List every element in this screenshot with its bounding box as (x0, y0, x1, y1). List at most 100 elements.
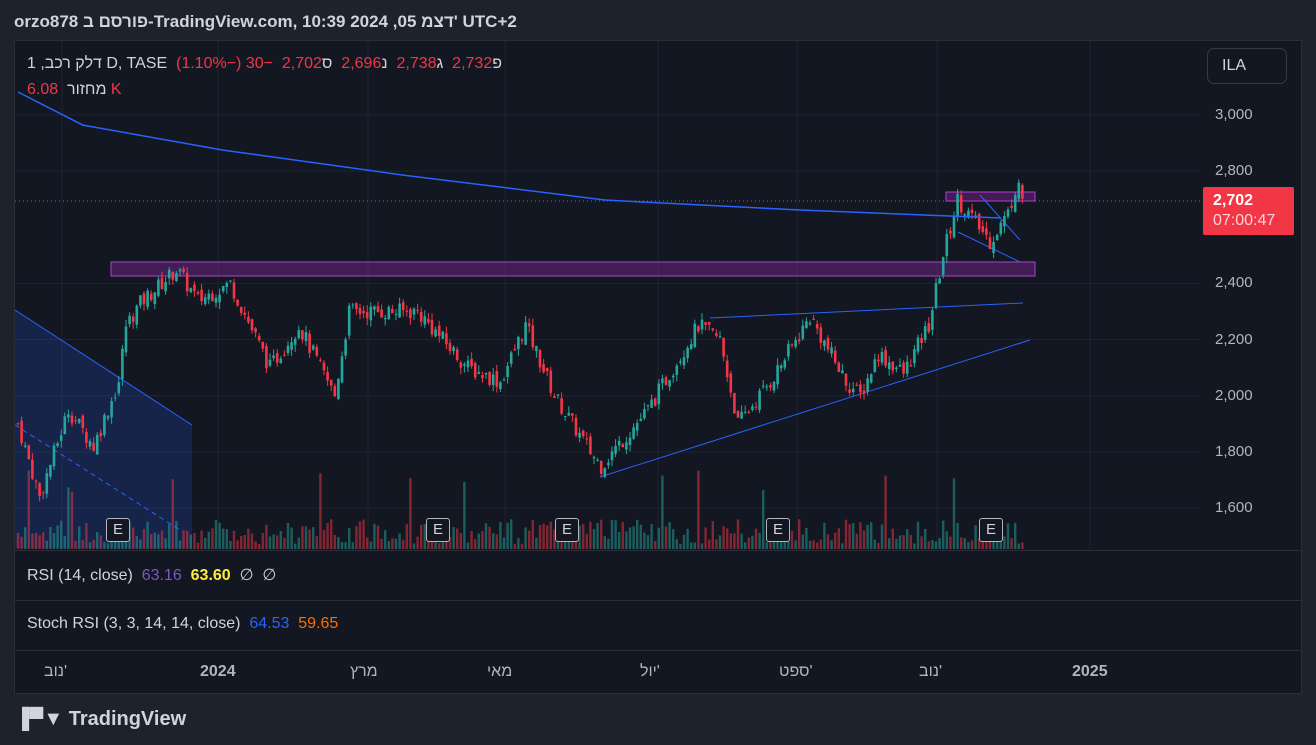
stoch-k-value: 64.53 (249, 615, 290, 632)
stoch-d-value: 59.65 (298, 615, 339, 632)
candle (380, 309, 383, 318)
currency-button[interactable]: ILA (1207, 48, 1287, 84)
candle (833, 350, 837, 363)
candle (949, 230, 952, 234)
candle (909, 365, 913, 367)
volume-bar (844, 519, 848, 549)
earnings-marker[interactable]: E (979, 518, 1003, 542)
volume-bar (607, 538, 610, 549)
volume-value: 6.08 K (27, 81, 122, 98)
volume-bar (387, 541, 390, 549)
candle (135, 305, 139, 325)
volume-bar (351, 542, 354, 549)
x-tick-label: 2024 (200, 663, 236, 680)
volume-bar (564, 537, 567, 549)
earnings-marker[interactable]: E (426, 518, 450, 542)
candle (394, 313, 398, 315)
moving-average-line (17, 91, 1001, 219)
volume-bar (740, 533, 743, 549)
candle (895, 367, 898, 370)
candle (178, 269, 182, 272)
candle (153, 292, 157, 304)
volume-bar (56, 525, 59, 549)
candle (747, 411, 751, 413)
volume-bar (531, 520, 534, 549)
volume-bar (308, 529, 311, 549)
volume-bar (657, 527, 660, 549)
symbol-name: 1 ,דלק רכב D, TASE (27, 55, 168, 72)
candle (1010, 205, 1013, 208)
volume-bar (362, 519, 365, 549)
volume-bar (801, 534, 804, 549)
candle (214, 297, 218, 303)
candle (963, 214, 967, 216)
candle (16, 423, 20, 425)
volume-bar (589, 521, 592, 549)
y-tick-label: 1,600 (1215, 498, 1253, 516)
candle (815, 323, 819, 329)
volume-bar (805, 527, 808, 549)
candle (470, 358, 473, 367)
candle (722, 337, 725, 357)
volume-bar (693, 542, 696, 549)
volume-bar (423, 524, 426, 549)
candle (776, 365, 779, 385)
earnings-marker[interactable]: E (766, 518, 790, 542)
candle (88, 441, 92, 447)
candle (103, 414, 106, 435)
x-tick-label: מאי (487, 663, 513, 680)
earnings-marker[interactable]: E (555, 518, 579, 542)
volume-bar (837, 528, 840, 549)
volume-bar (78, 526, 81, 549)
volume-bar (542, 523, 545, 549)
candle (283, 354, 286, 356)
candle (56, 443, 59, 447)
volume-bar (722, 526, 725, 549)
volume-bar (63, 535, 66, 549)
candle (196, 292, 200, 294)
candle (772, 381, 776, 391)
volume-bar (211, 528, 214, 549)
candle (517, 337, 520, 350)
bar-countdown: 07:00:47 (1213, 212, 1276, 229)
candle (934, 283, 938, 308)
candle (859, 384, 862, 393)
volume-bar (279, 531, 282, 549)
candle (765, 386, 769, 388)
candle (553, 396, 556, 398)
candle (491, 374, 495, 386)
volume-bar (484, 523, 488, 549)
candle (578, 432, 581, 438)
candle (574, 417, 578, 436)
candle (506, 365, 509, 378)
earnings-marker[interactable]: E (106, 518, 130, 542)
candle (311, 345, 315, 350)
candle (700, 319, 704, 330)
volume-bar (445, 541, 448, 549)
volume-bar (261, 532, 264, 549)
stoch-rsi-legend[interactable]: Stoch RSI (3, 3, 14, 14, close) 64.53 59… (27, 615, 338, 633)
candle (452, 347, 455, 352)
candle (448, 343, 452, 352)
candle (625, 442, 628, 450)
volume-bar (456, 528, 459, 549)
rsi-legend[interactable]: RSI (14, close) 63.16 63.60 ∅ ∅ (27, 565, 276, 585)
volume-bar (466, 542, 470, 549)
volume-bar (405, 524, 408, 549)
volume-bar (970, 540, 974, 549)
volume-bar (373, 523, 376, 549)
volume-bar (1010, 538, 1013, 549)
volume-bar (139, 539, 142, 549)
candle (437, 325, 441, 337)
candle (585, 438, 589, 440)
volume-bar (895, 538, 898, 549)
volume-bar (240, 536, 243, 549)
volume-bar (924, 529, 927, 549)
candle (351, 304, 355, 306)
volume-bar (416, 536, 419, 549)
candle (182, 268, 185, 272)
candle (459, 362, 463, 368)
volume-bar (794, 540, 797, 549)
volume-bar (819, 539, 822, 549)
